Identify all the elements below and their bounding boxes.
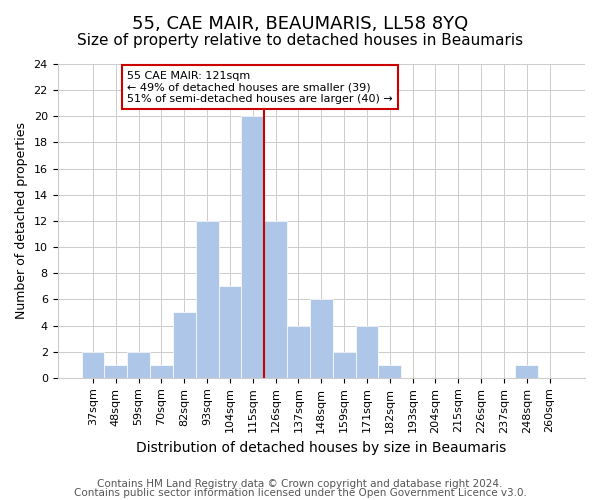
- Text: Contains public sector information licensed under the Open Government Licence v3: Contains public sector information licen…: [74, 488, 526, 498]
- Bar: [264, 221, 287, 378]
- X-axis label: Distribution of detached houses by size in Beaumaris: Distribution of detached houses by size …: [136, 441, 506, 455]
- Bar: [310, 300, 332, 378]
- Bar: [173, 312, 196, 378]
- Bar: [82, 352, 104, 378]
- Bar: [150, 364, 173, 378]
- Bar: [241, 116, 264, 378]
- Text: Contains HM Land Registry data © Crown copyright and database right 2024.: Contains HM Land Registry data © Crown c…: [97, 479, 503, 489]
- Y-axis label: Number of detached properties: Number of detached properties: [15, 122, 28, 320]
- Bar: [515, 364, 538, 378]
- Bar: [356, 326, 379, 378]
- Text: 55 CAE MAIR: 121sqm
← 49% of detached houses are smaller (39)
51% of semi-detach: 55 CAE MAIR: 121sqm ← 49% of detached ho…: [127, 70, 393, 104]
- Bar: [332, 352, 356, 378]
- Bar: [218, 286, 241, 378]
- Text: Size of property relative to detached houses in Beaumaris: Size of property relative to detached ho…: [77, 32, 523, 48]
- Bar: [379, 364, 401, 378]
- Bar: [127, 352, 150, 378]
- Bar: [287, 326, 310, 378]
- Text: 55, CAE MAIR, BEAUMARIS, LL58 8YQ: 55, CAE MAIR, BEAUMARIS, LL58 8YQ: [132, 15, 468, 33]
- Bar: [196, 221, 218, 378]
- Bar: [104, 364, 127, 378]
